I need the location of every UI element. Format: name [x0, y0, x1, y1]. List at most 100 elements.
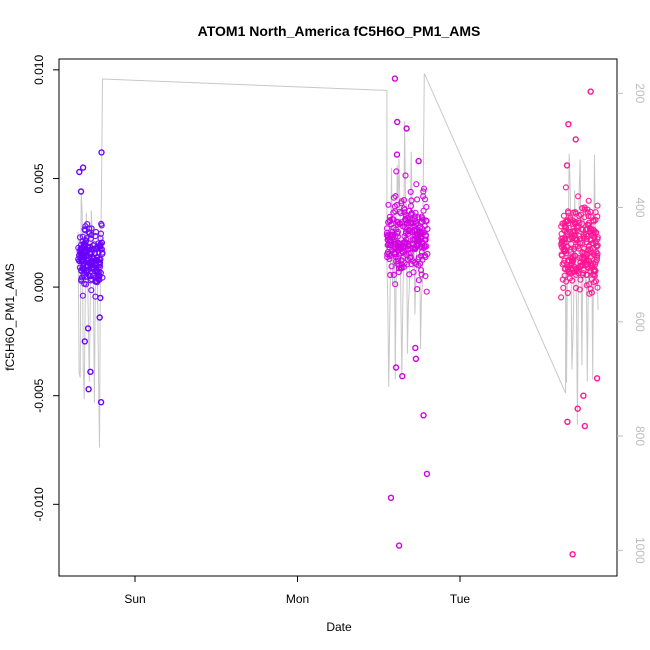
- data-point: [575, 245, 582, 252]
- data-point: [415, 214, 422, 221]
- series-1: [75, 149, 106, 406]
- data-point-outlier: [572, 136, 579, 143]
- data-point: [394, 228, 401, 235]
- data-point: [86, 250, 94, 257]
- data-point: [584, 271, 591, 279]
- series-3: [557, 88, 601, 558]
- data-point-outlier: [85, 386, 92, 393]
- data-point-outlier: [97, 399, 105, 406]
- y-tick-label: 0.010: [32, 55, 46, 85]
- data-point: [423, 243, 430, 250]
- data-point: [574, 193, 582, 200]
- data-point: [402, 172, 409, 179]
- data-point: [588, 289, 596, 296]
- y2-tick-label: 1000: [633, 537, 647, 564]
- data-point: [584, 221, 592, 228]
- data-point: [423, 218, 430, 225]
- data-point: [419, 225, 426, 232]
- data-point-outlier: [387, 494, 395, 501]
- data-point-outlier: [574, 405, 581, 412]
- data-point: [420, 207, 427, 214]
- data-point: [395, 240, 402, 247]
- data-point: [585, 197, 592, 204]
- data-point: [389, 231, 396, 238]
- y2-tick-label: 400: [633, 197, 647, 217]
- data-point: [80, 243, 88, 251]
- x-tick-label: Mon: [286, 592, 309, 606]
- data-point: [386, 244, 393, 251]
- data-point: [393, 168, 400, 175]
- data-point: [564, 208, 572, 215]
- data-point-outlier: [77, 188, 85, 195]
- data-point-outlier: [87, 368, 94, 375]
- data-point: [99, 250, 106, 258]
- data-point: [560, 212, 568, 219]
- data-point: [577, 211, 585, 218]
- data-point: [585, 243, 593, 250]
- data-point: [583, 235, 590, 243]
- data-point: [88, 262, 95, 269]
- data-point: [583, 282, 590, 289]
- y-tick-label: -0.005: [32, 378, 46, 412]
- data-point: [406, 255, 414, 262]
- data-point: [403, 224, 410, 231]
- data-point: [561, 236, 568, 243]
- data-point: [397, 210, 404, 217]
- y-tick-label: 0.005: [32, 163, 46, 193]
- data-point-outlier: [565, 120, 572, 128]
- data-point: [93, 278, 100, 285]
- plot-frame: [58, 58, 618, 577]
- data-point: [408, 197, 415, 204]
- data-point: [96, 256, 103, 263]
- data-point: [567, 240, 575, 247]
- data-point: [572, 253, 579, 260]
- data-point-outlier: [97, 294, 104, 302]
- data-point-outlier: [399, 373, 406, 380]
- data-point: [576, 219, 583, 226]
- data-point: [571, 228, 579, 235]
- chart-title: ATOM1 North_America fC5H6O_PM1_AMS: [198, 23, 481, 39]
- data-point-outlier: [569, 551, 576, 558]
- data-point: [570, 209, 577, 216]
- data-point: [395, 258, 402, 265]
- data-point: [591, 279, 598, 286]
- data-point: [415, 254, 422, 261]
- data-point-outlier: [412, 344, 419, 352]
- data-point: [565, 224, 573, 231]
- data-point-outlier: [420, 412, 427, 419]
- data-point: [411, 235, 419, 243]
- data-point: [561, 272, 568, 279]
- y2-tick-label: 800: [633, 426, 647, 446]
- data-point: [422, 236, 429, 243]
- data-point: [423, 203, 430, 210]
- data-point: [573, 237, 580, 244]
- data-point: [562, 184, 570, 191]
- data-point-outlier: [593, 375, 601, 382]
- data-point: [583, 239, 590, 246]
- data-point: [566, 275, 574, 282]
- data-point: [558, 223, 565, 230]
- y2-tick-label: 200: [633, 83, 647, 103]
- points-layer: [75, 75, 601, 558]
- data-point: [564, 230, 571, 237]
- data-point: [79, 238, 86, 245]
- data-point: [414, 286, 421, 293]
- data-point-outlier: [415, 157, 422, 165]
- data-point: [584, 209, 591, 216]
- data-point-outlier: [395, 542, 403, 549]
- data-point: [392, 233, 399, 240]
- data-point: [79, 292, 87, 299]
- data-point: [560, 260, 567, 267]
- data-point: [386, 255, 393, 263]
- data-point-outlier: [394, 118, 401, 126]
- data-point: [594, 284, 601, 291]
- data-point-outlier: [393, 151, 401, 158]
- data-point: [572, 284, 580, 292]
- data-point: [398, 248, 405, 255]
- data-point: [86, 243, 94, 251]
- data-point: [387, 238, 395, 245]
- data-point: [92, 233, 99, 240]
- data-point: [80, 272, 87, 279]
- data-point: [397, 265, 404, 272]
- data-point: [592, 209, 599, 216]
